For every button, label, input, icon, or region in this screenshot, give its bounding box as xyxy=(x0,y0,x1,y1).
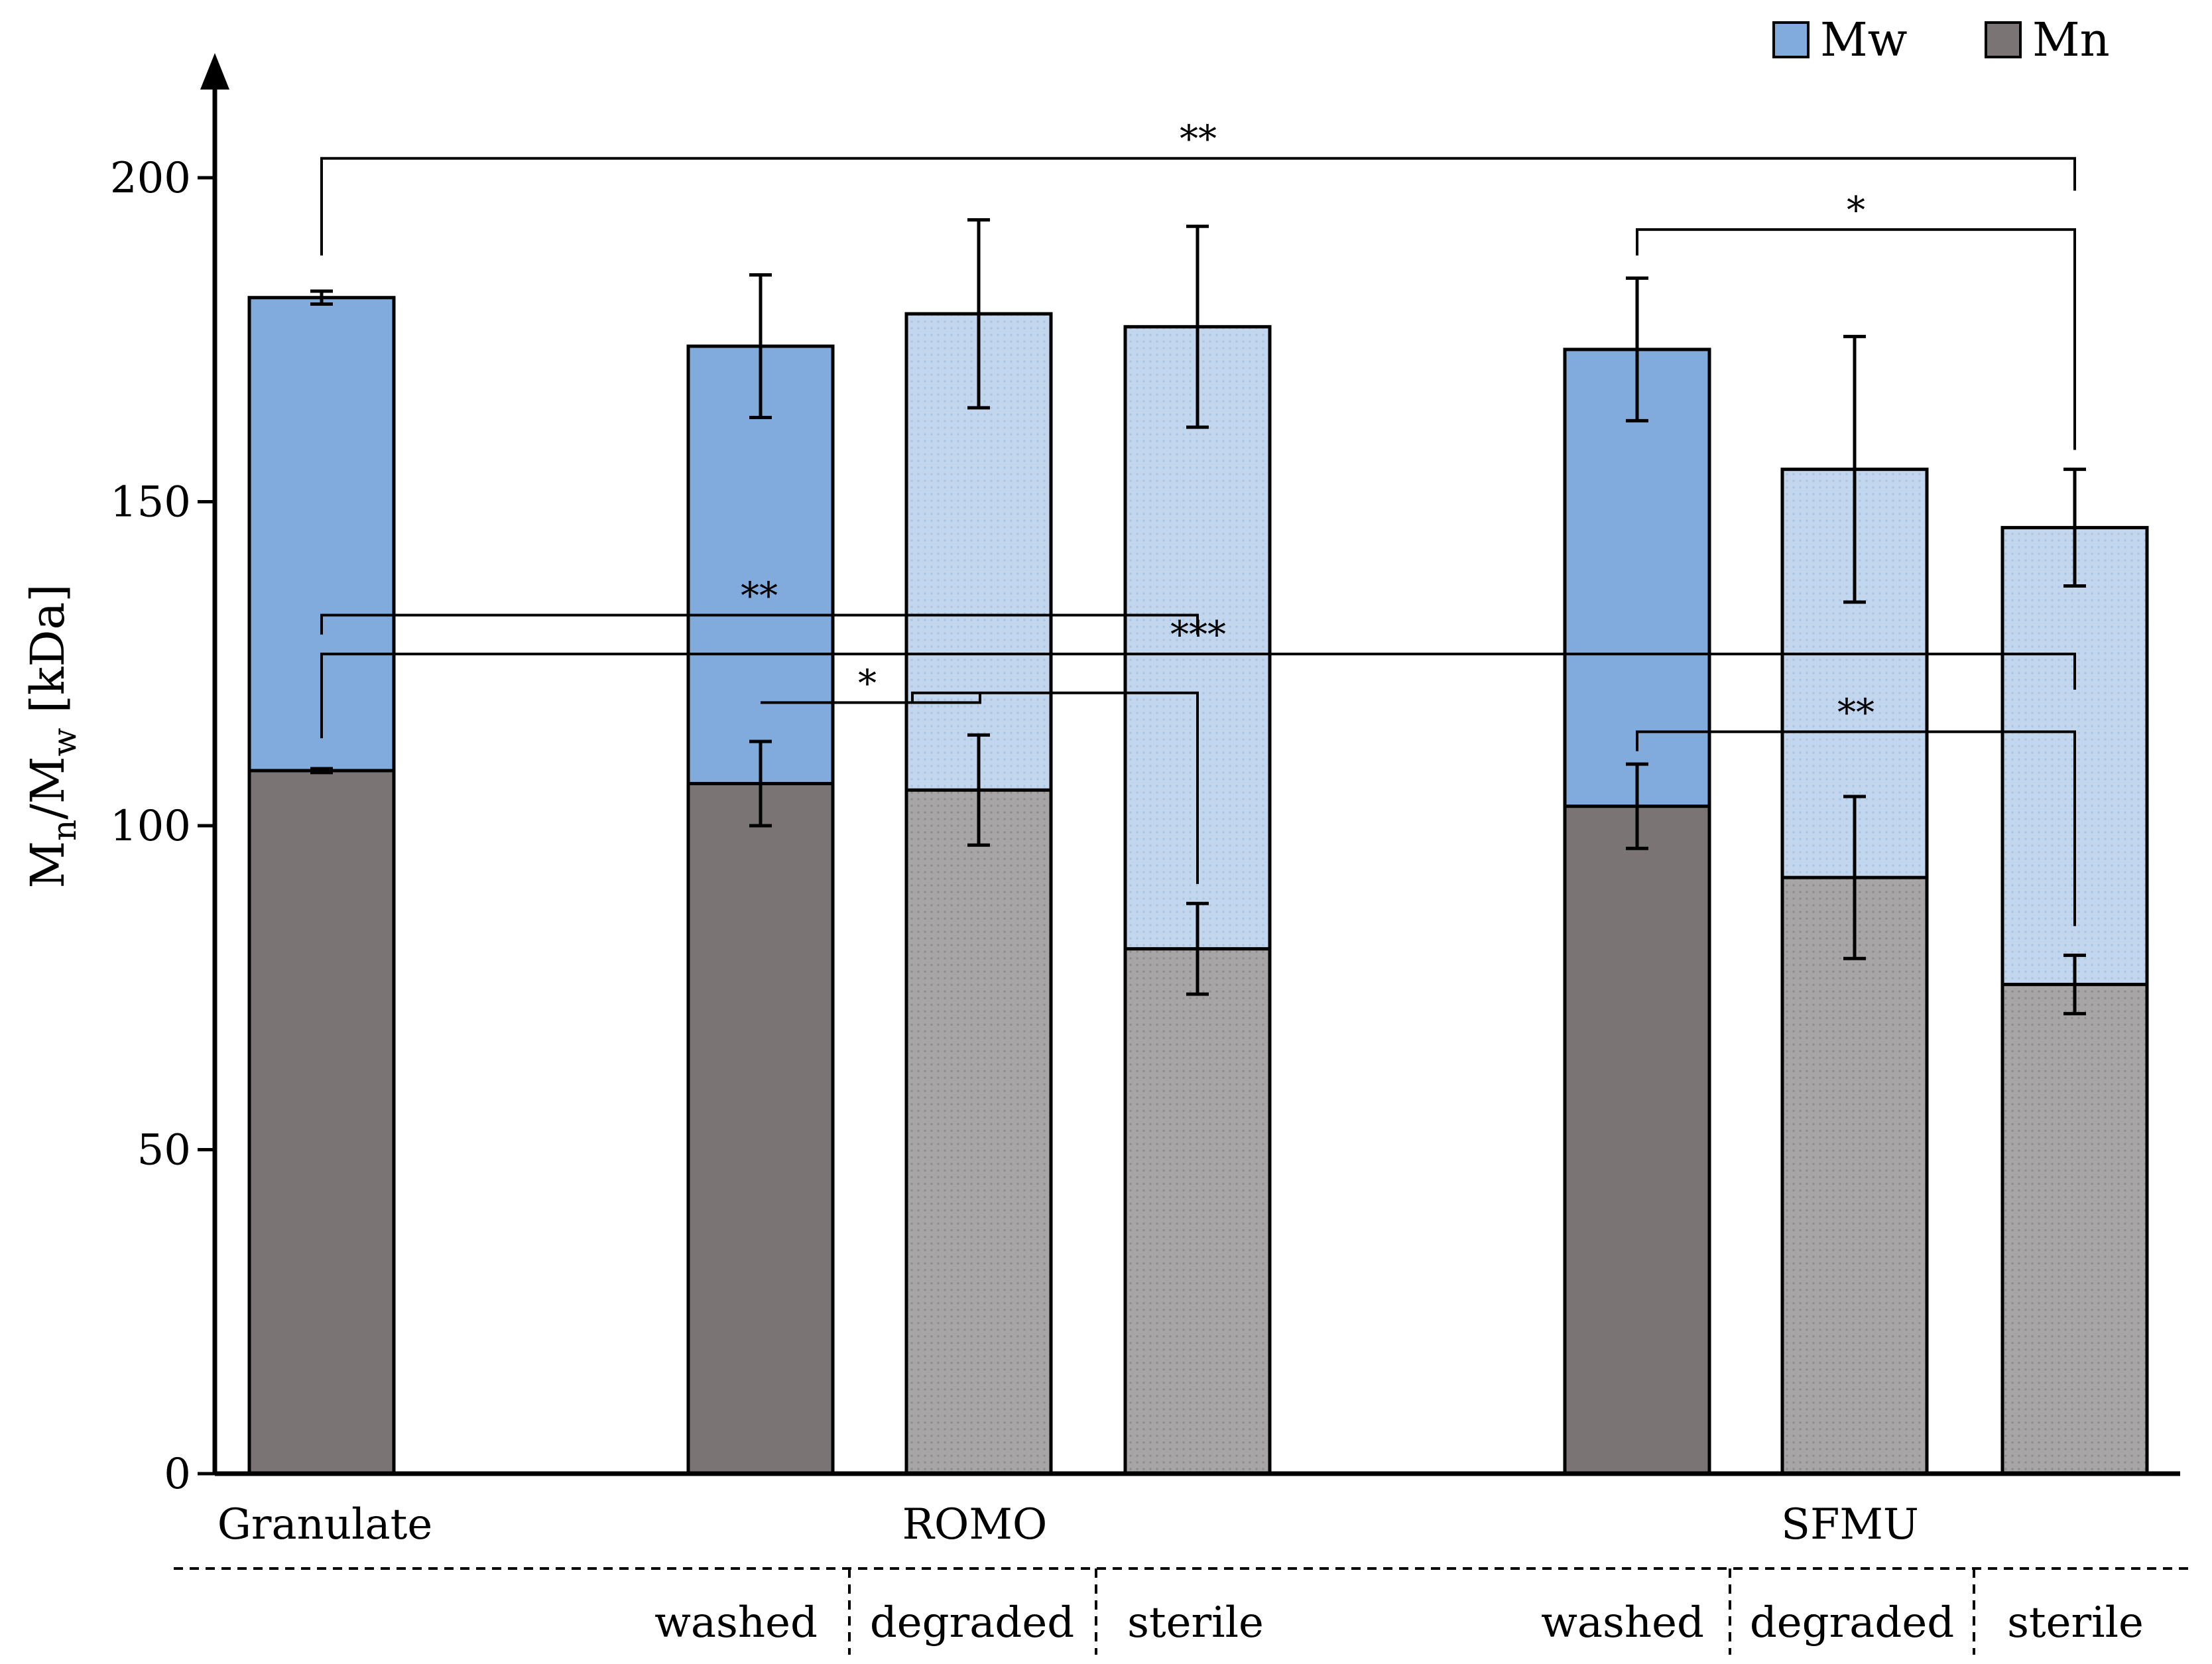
significance-bracket-1: ** xyxy=(320,118,2076,256)
significance-bracket-6 xyxy=(911,691,1199,884)
significance-bracket-7-label: ** xyxy=(1837,691,1874,734)
bar-mn-romo-degraded xyxy=(904,788,1053,1476)
y-label-n-subscript: n xyxy=(45,820,84,841)
y-tick-label-50: 50 xyxy=(137,1126,191,1175)
error-bar-mw-sfmu-sterile xyxy=(2063,468,2086,588)
group-label-sfmu: SFMU xyxy=(1781,1500,1919,1549)
legend: Mw Mn xyxy=(1772,13,2110,67)
sub-label-romo-degraded: degraded xyxy=(870,1598,1074,1647)
significance-bracket-5-line xyxy=(761,692,981,704)
bar-mn-sfmu-sterile xyxy=(2000,982,2149,1476)
y-tick-label-150: 150 xyxy=(110,478,191,527)
bar-mn-granulate xyxy=(247,769,396,1476)
legend-label-mn: Mn xyxy=(2032,13,2110,67)
significance-bracket-6-line xyxy=(911,691,1199,884)
error-bar-mn-sfmu-washed xyxy=(1626,762,1648,850)
significance-bracket-3-line xyxy=(320,613,1199,635)
significance-bracket-1-line xyxy=(320,157,2076,256)
significance-bracket-1-label: ** xyxy=(1180,118,1217,161)
bar-mn-sfmu-washed xyxy=(1563,804,1711,1476)
significance-bracket-2-label: * xyxy=(1847,189,1865,232)
error-bar-mw-romo-washed xyxy=(749,273,772,419)
significance-bracket-7-line xyxy=(1636,730,2076,927)
group-label-granulate: Granulate xyxy=(217,1500,433,1549)
legend-label-mw: Mw xyxy=(1820,13,1908,67)
group-label-romo: ROMO xyxy=(902,1500,1048,1549)
error-bar-mn-romo-sterile xyxy=(1186,901,1209,996)
y-tick-label-100: 100 xyxy=(110,802,191,851)
significance-layer: *********** xyxy=(320,118,2076,927)
error-bar-mn-sfmu-sterile xyxy=(2063,953,2086,1015)
significance-bracket-2-line xyxy=(1636,228,2076,450)
significance-bracket-5-label: * xyxy=(858,662,877,705)
error-bar-mn-romo-degraded xyxy=(967,733,990,847)
error-bar-mw-sfmu-washed xyxy=(1626,276,1648,422)
error-bar-mw-sfmu-degraded xyxy=(1843,334,1866,604)
sub-label-sfmu-degraded: degraded xyxy=(1750,1598,1954,1647)
y-axis-label: Mn/Mw [kDa] xyxy=(21,584,84,888)
y-tick-label-200: 200 xyxy=(110,154,191,203)
significance-bracket-7: ** xyxy=(1636,691,2076,927)
error-bar-mw-romo-degraded xyxy=(967,218,990,410)
y-label-m: M xyxy=(21,841,75,889)
error-bar-mn-granulate xyxy=(310,767,333,775)
error-bars-layer xyxy=(310,218,2086,1015)
significance-bracket-3: ** xyxy=(320,574,1199,635)
legend-swatch-mw xyxy=(1772,21,1810,58)
sub-label-sfmu-washed: washed xyxy=(1541,1598,1704,1647)
sub-label-romo-washed: washed xyxy=(654,1598,818,1647)
error-bar-mn-romo-washed xyxy=(749,739,772,828)
significance-bracket-4: *** xyxy=(320,613,2076,739)
axes-layer: 0 50 100 150 200 xyxy=(110,53,2180,1499)
bar-mn-romo-sterile xyxy=(1123,947,1272,1476)
svg-text:Mn/Mw [kDa]: Mn/Mw [kDa] xyxy=(21,584,84,888)
significance-bracket-4-line xyxy=(320,653,2076,739)
significance-bracket-5: * xyxy=(761,662,981,705)
bar-mn-romo-washed xyxy=(686,781,835,1476)
legend-swatch-mn xyxy=(1985,21,2022,58)
significance-bracket-3-label: ** xyxy=(741,574,778,617)
error-bar-mw-granulate xyxy=(310,289,333,306)
y-label-w-subscript: w xyxy=(45,728,84,756)
y-axis-arrow xyxy=(200,53,229,90)
significance-bracket-4-label: *** xyxy=(1170,613,1226,657)
bars-layer xyxy=(247,296,2149,1476)
y-label-unit: [kDa] xyxy=(21,584,75,728)
y-tick-label-0: 0 xyxy=(164,1450,191,1499)
category-labels: Granulate ROMO SFMU washed degraded ster… xyxy=(174,1500,2195,1655)
sub-label-romo-sterile: sterile xyxy=(1127,1598,1264,1647)
significance-bracket-2: * xyxy=(1636,189,2076,450)
bar-mn-sfmu-degraded xyxy=(1780,875,1929,1476)
error-bar-mw-romo-sterile xyxy=(1186,224,1209,429)
error-bar-mn-sfmu-degraded xyxy=(1843,795,1866,960)
y-label-separator: /M xyxy=(21,756,75,819)
sub-label-sfmu-sterile: sterile xyxy=(2007,1598,2144,1647)
